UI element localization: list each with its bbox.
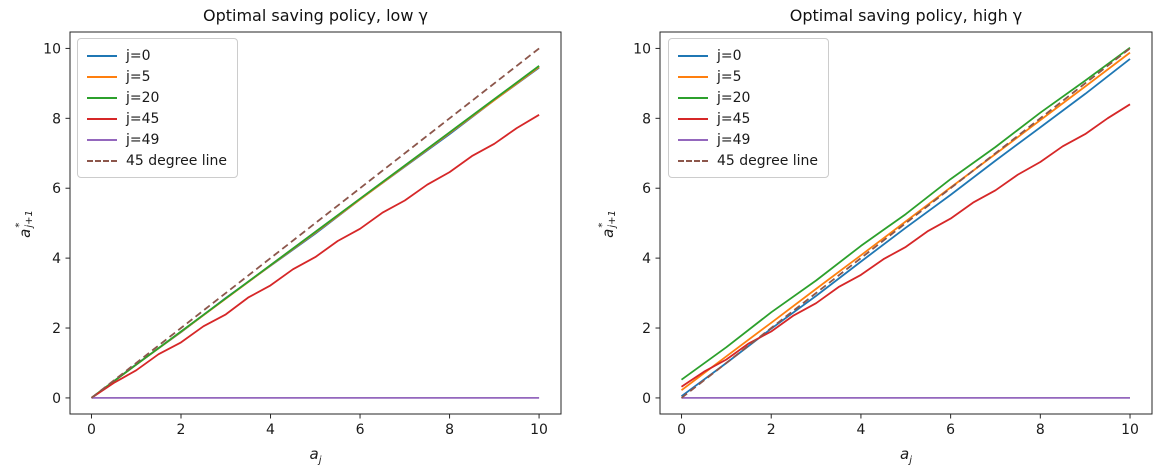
legend-line-swatch (678, 159, 708, 162)
series-line (90, 65, 540, 399)
y-tick-label: 10 (633, 41, 651, 57)
legend-label: j=45 (126, 110, 160, 127)
legend-line-swatch (87, 159, 117, 162)
plot-canvas-0: 0 2 4 6 8 10 0 2 4 6 8 10 (43, 31, 562, 438)
series-line (90, 47, 540, 399)
legend-item: j=49 (678, 129, 818, 150)
legend-item: j=5 (87, 66, 227, 87)
x-axis-label-sub: j (909, 455, 912, 466)
legend-label: j=20 (717, 89, 751, 106)
axis-ticks (65, 47, 540, 419)
y-tick-label: 2 (52, 321, 61, 337)
legend-line-swatch (678, 96, 708, 99)
legend-item: j=20 (87, 87, 227, 108)
x-axis-label-1: aj (660, 445, 1152, 466)
y-axis-label-sub: j+1 (607, 210, 618, 228)
x-tick-label: 6 (946, 422, 955, 438)
legend-line-swatch (87, 54, 117, 57)
series-lines (90, 47, 540, 399)
axis-ticks (655, 47, 1131, 419)
y-axis-label-1: a * j+1 (597, 179, 619, 269)
legend-item: 45 degree line (678, 150, 818, 171)
legend-line-swatch (87, 117, 117, 120)
legend-item: j=45 (87, 108, 227, 129)
x-tick-label: 0 (87, 422, 96, 438)
y-tick-label: 10 (43, 41, 61, 57)
y-tick-label: 6 (52, 181, 61, 197)
x-tick-label: 0 (677, 422, 686, 438)
legend-item: j=20 (678, 87, 818, 108)
x-tick-label: 10 (530, 422, 548, 438)
legend-line-swatch (678, 138, 708, 141)
tick-labels: 0 2 4 6 8 10 0 2 4 6 8 10 (43, 41, 548, 438)
x-tick-label: 6 (356, 422, 365, 438)
legend-label: j=20 (126, 89, 160, 106)
tick-labels: 0 2 4 6 8 10 0 2 4 6 8 10 (633, 41, 1139, 438)
y-tick-label: 8 (642, 111, 651, 127)
y-axis-label-base: a (16, 228, 34, 238)
y-tick-label: 4 (52, 251, 61, 267)
x-tick-label: 10 (1121, 422, 1139, 438)
x-tick-label: 8 (445, 422, 454, 438)
plot-title-high-gamma: Optimal saving policy, high γ (789, 6, 1023, 25)
legend-item: j=0 (87, 45, 227, 66)
series-lines (680, 46, 1131, 399)
legend-item: j=5 (678, 66, 818, 87)
legend-line-swatch (678, 54, 708, 57)
x-axis-label-base: a (309, 445, 319, 463)
legend-line-swatch (87, 75, 117, 78)
x-axis-label-sub: j (318, 455, 322, 466)
series-line (90, 114, 540, 399)
legend-0: j=0 j=5 j=20 j=45 j=49 45 degree line (77, 38, 239, 178)
series-line (680, 47, 1131, 399)
y-tick-label: 6 (642, 181, 651, 197)
legend-label: j=49 (717, 131, 751, 148)
y-tick-label: 8 (52, 111, 61, 127)
legend-item: j=0 (678, 45, 818, 66)
legend-line-swatch (87, 138, 117, 141)
legend-line-swatch (678, 75, 708, 78)
legend-label: 45 degree line (717, 152, 819, 169)
y-tick-label: 2 (642, 321, 651, 337)
y-tick-label: 4 (642, 251, 651, 267)
series-line (680, 46, 1131, 381)
plot-canvas-1: 0 2 4 6 8 10 0 2 4 6 8 10 (633, 31, 1153, 438)
legend-label: j=45 (717, 110, 751, 127)
legend-line-swatch (87, 96, 117, 99)
legend-label: j=49 (126, 131, 160, 148)
legend-label: 45 degree line (126, 152, 228, 169)
y-axis-label-sub: j+1 (24, 210, 35, 228)
x-tick-label: 4 (266, 422, 275, 438)
plot-title-low-gamma: Optimal saving policy, low γ (203, 6, 428, 25)
axes-frame (69, 31, 562, 415)
series-line (680, 51, 1131, 391)
axes-frame (659, 31, 1153, 415)
legend-label: j=0 (126, 47, 151, 64)
x-tick-label: 4 (856, 422, 865, 438)
legend-item: j=45 (678, 108, 818, 129)
legend-label: j=5 (126, 68, 151, 85)
y-tick-label: 0 (52, 391, 61, 407)
legend-label: j=0 (717, 47, 742, 64)
y-axis-label-base: a (599, 228, 617, 238)
x-axis-label-base: a (900, 445, 910, 463)
y-tick-label: 0 (642, 391, 651, 407)
x-tick-label: 8 (1036, 422, 1045, 438)
y-axis-label-0: a * j+1 (14, 179, 36, 269)
x-tick-label: 2 (767, 422, 776, 438)
legend-item: j=49 (87, 129, 227, 150)
x-axis-label-0: aj (70, 445, 561, 466)
x-tick-label: 2 (177, 422, 186, 438)
legend-item: 45 degree line (87, 150, 227, 171)
legend-label: j=5 (717, 68, 742, 85)
legend-1: j=0 j=5 j=20 j=45 j=49 45 degree line (668, 38, 830, 178)
legend-line-swatch (678, 117, 708, 120)
